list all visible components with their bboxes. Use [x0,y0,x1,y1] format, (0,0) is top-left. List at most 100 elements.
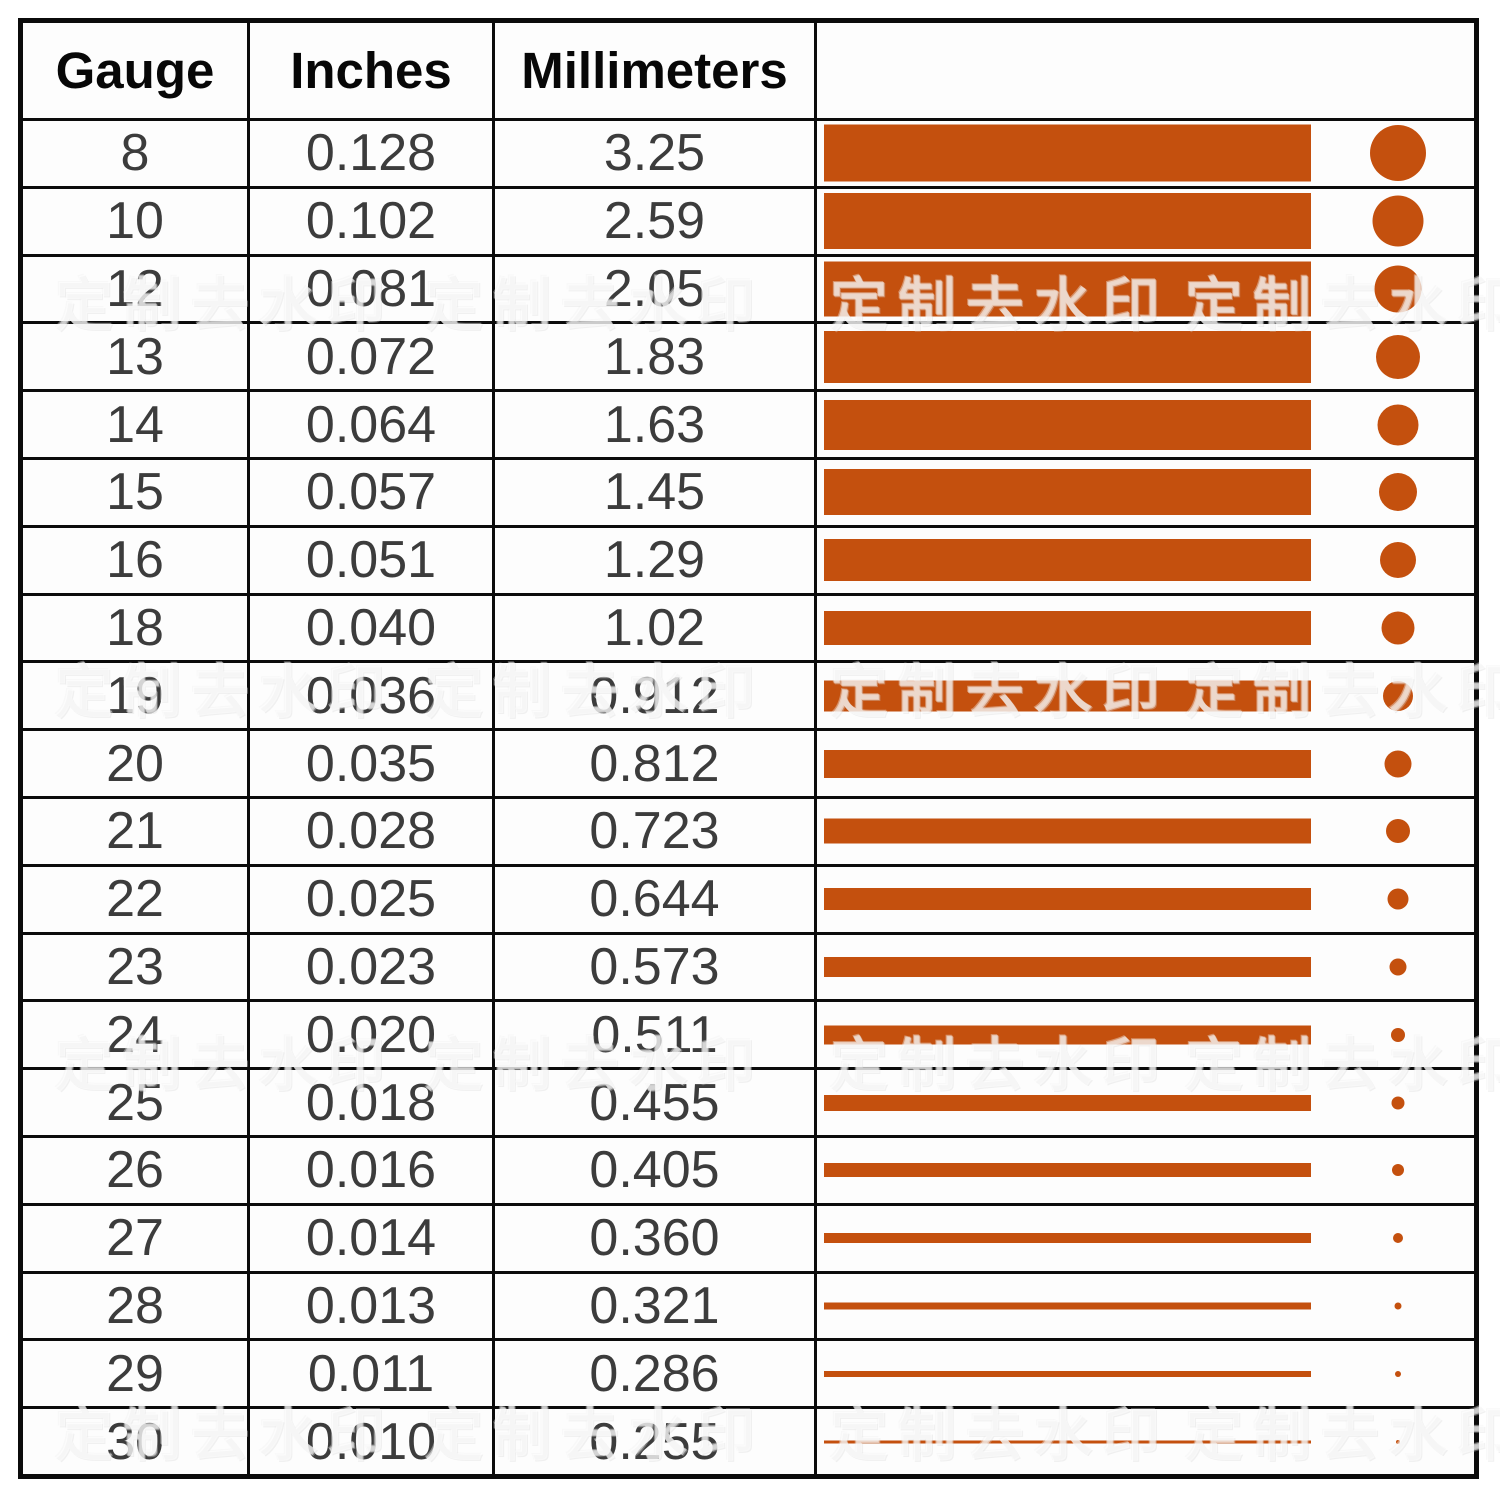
millimeters-value-cell: 0.912 [495,663,817,729]
gauge-value-cell: 21 [23,798,250,864]
wire-thickness-bar [824,399,1311,450]
wire-visual-cell [817,935,1474,1000]
wire-thickness-bar [824,1302,1311,1310]
inches-value: 0.057 [305,463,437,522]
header-millimeters-label: Millimeters [521,42,788,99]
gauge-value: 16 [106,531,164,590]
millimeters-value-cell: 0.286 [495,1341,817,1407]
wire-visual-cell [817,799,1474,864]
table-row: 29 0.011 0.286 [23,1341,1474,1410]
wire-cross-section-dot [1394,1302,1402,1310]
table-row: 8 0.128 3.25 [23,121,1474,189]
gauge-value-cell: 23 [23,934,250,1000]
wire-cross-section-dot [1396,1439,1400,1444]
wire-visual-cell [817,1206,1474,1271]
header-inches: Inches [250,23,495,118]
wire-visual-cell [817,324,1474,389]
gauge-value: 22 [106,870,164,929]
wire-visual-cell [817,528,1474,593]
wire-thickness-bar [824,330,1311,383]
inches-value: 0.102 [305,192,437,251]
header-millimeters: Millimeters [495,23,817,118]
wire-thickness-bar [824,1233,1311,1244]
table-row: 12 0.081 2.05 [23,256,1474,325]
inches-value-cell: 0.016 [250,1137,495,1203]
table-row: 25 0.018 0.455 [23,1070,1474,1138]
millimeters-value-cell: 0.723 [495,798,817,864]
wire-cross-section-dot [1379,473,1417,512]
table-row: 14 0.064 1.63 [23,392,1474,460]
table-row: 10 0.102 2.59 [23,188,1474,257]
gauge-value-cell: 25 [23,1070,250,1135]
wire-cross-section-dot [1377,404,1419,446]
gauge-value-cell: 13 [23,324,250,390]
table-row: 24 0.020 0.511 [23,1002,1474,1071]
wire-gauge-table: Gauge Inches Millimeters 8 0.128 3.25 1 [18,18,1479,1479]
table-body: 8 0.128 3.25 10 0.102 2.59 12 [23,121,1474,1474]
gauge-value-cell: 12 [23,256,250,322]
millimeters-value-cell: 0.255 [495,1409,817,1474]
gauge-value: 20 [106,734,164,793]
table-row: 20 0.035 0.812 [23,731,1474,799]
inches-value-cell: 0.057 [250,459,495,525]
table-row: 22 0.025 0.644 [23,866,1474,935]
millimeters-value: 0.405 [589,1141,720,1200]
gauge-value: 26 [106,1141,164,1200]
wire-visual-cell [817,867,1474,932]
wire-thickness-bar [824,124,1311,182]
inches-value: 0.035 [305,734,437,793]
gauge-value-cell: 22 [23,866,250,932]
inches-value-cell: 0.035 [250,731,495,796]
millimeters-value-cell: 0.360 [495,1205,817,1271]
wire-thickness-bar [824,539,1311,582]
wire-thickness-bar [824,1163,1311,1178]
wire-thickness-bar [824,469,1311,516]
millimeters-value-cell: 0.573 [495,934,817,1000]
gauge-value: 15 [106,463,164,522]
gauge-value: 28 [106,1276,164,1335]
wire-cross-section-dot [1376,334,1420,379]
table-row: 19 0.036 0.912 [23,663,1474,732]
gauge-value-cell: 24 [23,1002,250,1068]
millimeters-value-cell: 0.405 [495,1137,817,1203]
inches-value-cell: 0.013 [250,1273,495,1339]
gauge-value-cell: 26 [23,1137,250,1203]
table-row: 15 0.057 1.45 [23,459,1474,528]
wire-visual-cell [817,1070,1474,1135]
millimeters-value-cell: 3.25 [495,121,817,186]
inches-value: 0.064 [305,395,437,454]
inches-value-cell: 0.018 [250,1070,495,1135]
millimeters-value: 2.05 [603,259,706,318]
millimeters-value-cell: 0.644 [495,866,817,932]
inches-value: 0.020 [305,1005,437,1064]
millimeters-value: 0.511 [591,1005,718,1064]
inches-value: 0.128 [305,124,437,183]
wire-thickness-bar [824,1025,1311,1045]
wire-cross-section-dot [1383,680,1413,711]
wire-visual-cell [817,121,1474,186]
inches-value-cell: 0.040 [250,595,495,661]
millimeters-value: 0.286 [589,1344,720,1403]
wire-cross-section-dot [1381,611,1415,645]
gauge-value-cell: 19 [23,663,250,729]
inches-value: 0.013 [305,1276,437,1335]
wire-cross-section-dot [1395,1370,1401,1377]
millimeters-value-cell: 0.455 [495,1070,817,1135]
gauge-value: 25 [106,1073,164,1132]
wire-thickness-bar [824,680,1311,712]
wire-visual-cell [817,1341,1474,1406]
wire-cross-section-dot [1370,125,1426,182]
wire-thickness-bar [824,1094,1311,1111]
millimeters-value-cell: 1.63 [495,392,817,457]
gauge-value-cell: 27 [23,1205,250,1271]
millimeters-value: 1.29 [603,531,706,590]
inches-value-cell: 0.072 [250,324,495,390]
gauge-value: 13 [106,327,164,386]
inches-value: 0.011 [307,1344,435,1403]
millimeters-value: 1.63 [603,395,706,454]
wire-cross-section-dot [1391,1027,1405,1042]
wire-thickness-bar [824,749,1311,778]
millimeters-value: 2.59 [603,192,706,251]
table-row: 13 0.072 1.83 [23,324,1474,393]
